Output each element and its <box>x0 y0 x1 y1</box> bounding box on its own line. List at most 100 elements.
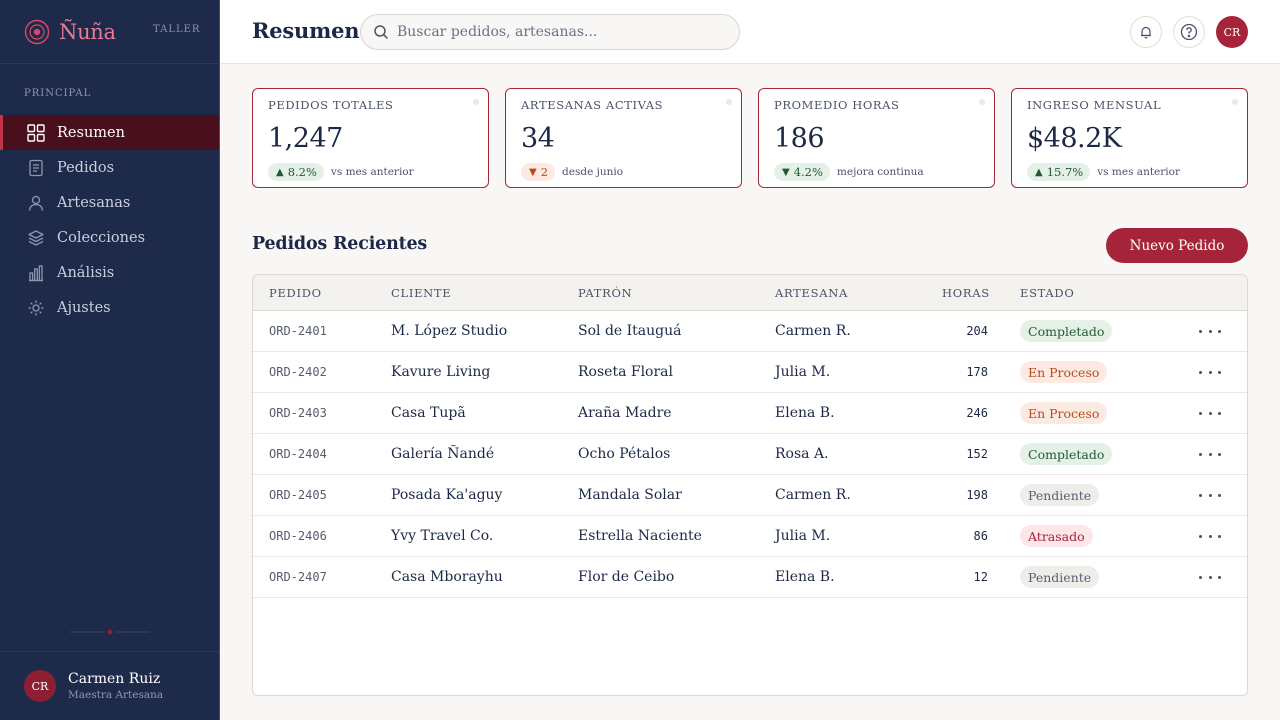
brand[interactable]: Ñuña <box>24 16 116 48</box>
sidebar-item-label: Colecciones <box>57 229 146 246</box>
help-icon <box>1180 23 1198 41</box>
search-icon <box>374 25 389 40</box>
order-hours: 152 <box>966 447 988 461</box>
search-box[interactable] <box>360 14 740 50</box>
stat-change: ▼ 4.2% mejora continua <box>774 163 924 181</box>
stat-value: 186 <box>774 123 825 154</box>
stat-change-badge: ▲ 8.2% <box>268 163 324 181</box>
sidebar-item-label: Resumen <box>57 124 125 141</box>
new-order-button[interactable]: Nuevo Pedido <box>1106 228 1248 263</box>
order-artisan: Carmen R. <box>775 323 851 339</box>
brand-tag: TALLER <box>153 24 201 35</box>
stat-note: desde junio <box>562 166 624 178</box>
order-id: ORD-2403 <box>269 406 327 420</box>
order-artisan: Julia M. <box>775 364 831 380</box>
sidebar-divider <box>0 63 219 64</box>
order-client: Posada Ka'aguy <box>391 487 503 503</box>
row-actions-menu-icon[interactable] <box>1199 364 1221 380</box>
order-client: Casa Mborayhu <box>391 569 503 585</box>
status-badge: Pendiente <box>1020 566 1100 588</box>
table-row[interactable]: ORD-2401 M. López Studio Sol de Itauguá … <box>253 311 1247 352</box>
row-actions-menu-icon[interactable] <box>1199 487 1221 503</box>
sidebar-item-ajustes[interactable]: Ajustes <box>0 290 219 325</box>
sidebar-item-resumen[interactable]: Resumen <box>0 115 219 150</box>
stat-value: 1,247 <box>268 123 343 154</box>
stat-change-badge: ▲ 15.7% <box>1027 163 1091 181</box>
column-header-pedido[interactable]: PEDIDO <box>269 286 322 300</box>
column-header-estado[interactable]: ESTADO <box>1020 286 1075 300</box>
page-title: Resumen <box>252 18 360 43</box>
arrow-up-icon: ▲ <box>1035 166 1043 178</box>
table-row[interactable]: ORD-2403 Casa Tupã Araña Madre Elena B. … <box>253 393 1247 434</box>
sidebar-item-pedidos[interactable]: Pedidos <box>0 150 219 185</box>
arrow-up-icon: ▲ <box>276 166 284 178</box>
user-icon <box>27 194 45 212</box>
stat-change-value: 8.2% <box>287 165 317 179</box>
sidebar-item-label: Artesanas <box>57 194 131 211</box>
order-pattern: Roseta Floral <box>578 364 673 380</box>
status-badge: En Proceso <box>1020 361 1108 383</box>
grid-icon <box>27 123 45 142</box>
order-id: ORD-2402 <box>269 365 327 379</box>
table-row[interactable]: ORD-2404 Galería Ñandé Ocho Pétalos Rosa… <box>253 434 1247 475</box>
stat-change-value: 4.2% <box>793 165 823 179</box>
sidebar-item-label: Ajustes <box>57 299 111 316</box>
stat-change: ▼ 2 desde junio <box>521 163 623 181</box>
order-id: ORD-2407 <box>269 570 327 584</box>
order-pattern: Estrella Naciente <box>578 528 702 544</box>
current-user[interactable]: CR Carmen Ruiz Maestra Artesana <box>24 670 163 702</box>
table-row[interactable]: ORD-2405 Posada Ka'aguy Mandala Solar Ca… <box>253 475 1247 516</box>
order-hours: 12 <box>973 570 988 584</box>
row-actions-menu-icon[interactable] <box>1199 528 1221 544</box>
search-input[interactable] <box>397 24 717 40</box>
ornament-divider <box>70 629 150 635</box>
order-artisan: Elena B. <box>775 405 835 421</box>
stat-note: mejora continua <box>836 166 924 178</box>
order-pattern: Flor de Ceibo <box>578 569 675 585</box>
stat-label: ARTESANAS ACTIVAS <box>521 98 664 112</box>
order-artisan: Julia M. <box>775 528 831 544</box>
order-pattern: Sol de Itauguá <box>578 323 682 339</box>
sidebar-item-label: Pedidos <box>57 159 115 176</box>
sidebar-item-artesanas[interactable]: Artesanas <box>0 185 219 220</box>
status-badge: Completado <box>1020 320 1113 342</box>
stat-indicator-dot <box>1232 99 1238 105</box>
row-actions-menu-icon[interactable] <box>1199 446 1221 462</box>
table-row[interactable]: ORD-2402 Kavure Living Roseta Floral Jul… <box>253 352 1247 393</box>
table-row[interactable]: ORD-2407 Casa Mborayhu Flor de Ceibo Ele… <box>253 557 1247 598</box>
sidebar-item-colecciones[interactable]: Colecciones <box>0 220 219 255</box>
column-header-cliente[interactable]: CLIENTE <box>391 286 452 300</box>
sidebar-item-analisis[interactable]: Análisis <box>0 255 219 290</box>
brand-name: Ñuña <box>59 20 116 44</box>
stat-indicator-dot <box>979 99 985 105</box>
stat-change-badge: ▼ 2 <box>521 163 556 181</box>
order-hours: 86 <box>973 529 988 543</box>
order-pattern: Mandala Solar <box>578 487 682 503</box>
order-artisan: Elena B. <box>775 569 835 585</box>
table-row[interactable]: ORD-2406 Yvy Travel Co. Estrella Nacient… <box>253 516 1247 557</box>
row-actions-menu-icon[interactable] <box>1199 405 1221 421</box>
avatar[interactable]: CR <box>1216 16 1248 48</box>
help-button[interactable] <box>1173 16 1205 48</box>
stat-change: ▲ 8.2% vs mes anterior <box>268 163 414 181</box>
sidebar-footer-divider <box>0 651 219 652</box>
stat-change: ▲ 15.7% vs mes anterior <box>1027 163 1180 181</box>
order-hours: 178 <box>966 365 988 379</box>
table-header: PEDIDO CLIENTE PATRÓN ARTESANA HORAS EST… <box>253 275 1247 311</box>
gear-icon <box>27 299 45 317</box>
section-title: Pedidos Recientes <box>252 234 428 254</box>
sidebar: Ñuña TALLER PRINCIPAL Resumen Pedidos Ar… <box>0 0 220 720</box>
sidebar-item-label: Análisis <box>57 264 115 281</box>
column-header-patron[interactable]: PATRÓN <box>578 286 633 300</box>
stat-note: vs mes anterior <box>1097 166 1180 178</box>
order-id: ORD-2401 <box>269 324 327 338</box>
column-header-horas[interactable]: HORAS <box>942 286 990 300</box>
order-hours: 198 <box>966 488 988 502</box>
column-header-artesana[interactable]: ARTESANA <box>775 286 848 300</box>
notifications-button[interactable] <box>1130 16 1162 48</box>
row-actions-menu-icon[interactable] <box>1199 323 1221 339</box>
order-artisan: Carmen R. <box>775 487 851 503</box>
status-badge: Atrasado <box>1020 525 1093 547</box>
stat-note: vs mes anterior <box>330 166 414 178</box>
row-actions-menu-icon[interactable] <box>1199 569 1221 585</box>
